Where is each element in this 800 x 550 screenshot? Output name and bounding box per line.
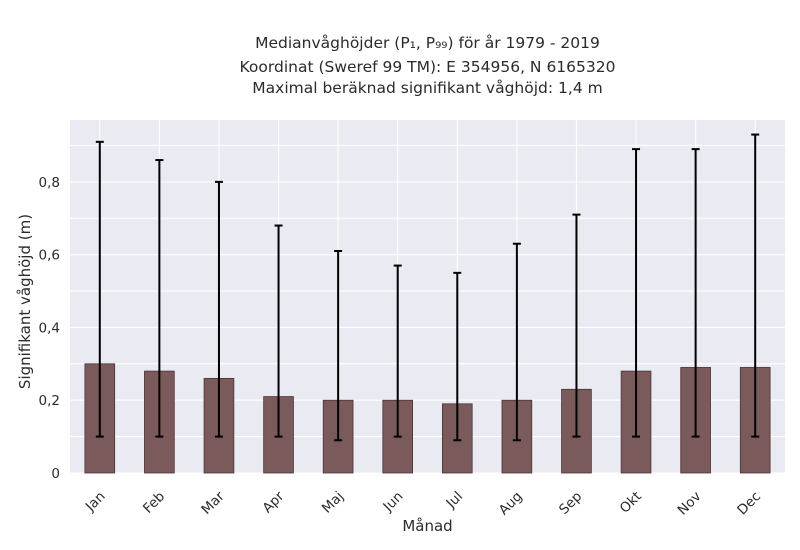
- y-axis-ticks: 0 0,2 0,4 0,6 0,8: [39, 175, 60, 482]
- x-axis-ticks: Jan Feb Mar Apr Maj Jun Jul Aug Sep Okt Nov Dec: [82, 488, 764, 518]
- chart-title-line-3: Maximal beräknad signifikant våghöjd: 1,…: [252, 79, 603, 97]
- chart-title-line-1: Medianvåghöjder (P₁, P₉₉) för år 1979 - …: [255, 34, 600, 52]
- x-tick-label-jun: Jun: [380, 489, 407, 516]
- x-tick-label-jul: Jul: [443, 489, 467, 513]
- y-tick-label: 0,8: [39, 175, 60, 191]
- x-tick-label-maj: Maj: [319, 489, 347, 517]
- x-tick-label-sep: Sep: [556, 489, 585, 518]
- chart-title-line-2: Koordinat (Sweref 99 TM): E 354956, N 61…: [239, 58, 616, 76]
- y-tick-label: 0,2: [39, 393, 60, 409]
- x-tick-label-mar: Mar: [198, 488, 228, 518]
- y-axis-label: Signifikant våghöjd (m): [16, 214, 34, 389]
- x-tick-label-aug: Aug: [496, 489, 526, 519]
- x-axis-label: Månad: [402, 517, 452, 535]
- x-tick-label-dec: Dec: [734, 489, 764, 519]
- x-tick-label-jan: Jan: [82, 489, 109, 516]
- x-tick-label-okt: Okt: [617, 489, 645, 517]
- plot-area: [70, 120, 785, 473]
- x-tick-label-feb: Feb: [140, 489, 168, 517]
- error-bars: [95, 133, 760, 442]
- x-tick-label-nov: Nov: [675, 489, 705, 519]
- y-tick-label: 0: [51, 466, 60, 482]
- y-tick-label: 0,4: [39, 320, 60, 336]
- x-tick-label-apr: Apr: [260, 488, 288, 516]
- y-tick-label: 0,6: [39, 248, 60, 264]
- bars: [84, 363, 771, 474]
